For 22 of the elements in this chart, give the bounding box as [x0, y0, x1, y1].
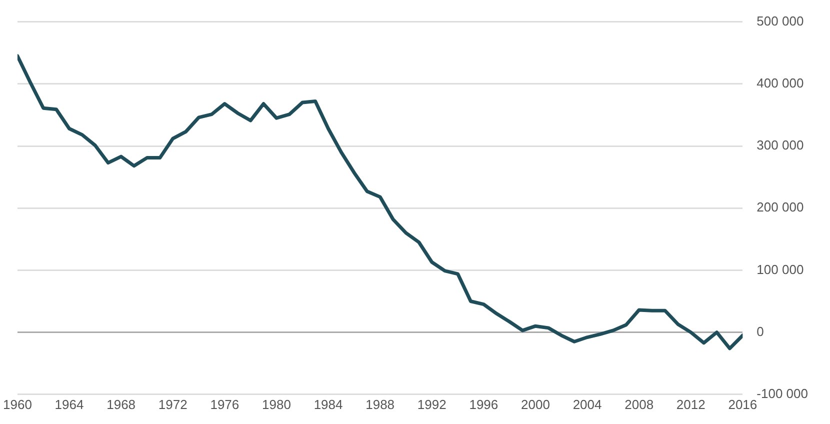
x-tick-label: 1968 — [106, 396, 136, 412]
y-tick-label: -100 000 — [756, 386, 808, 401]
x-tick-label: 2016 — [728, 396, 758, 412]
x-tick-label: 1972 — [158, 396, 188, 412]
x-tick-label: 1988 — [366, 396, 395, 412]
x-tick-label: 2012 — [676, 396, 706, 412]
x-tick-label: 2004 — [572, 396, 602, 412]
x-tick-label: 2000 — [521, 396, 550, 412]
x-tick-label: 1992 — [417, 396, 446, 412]
y-tick-label: 200 000 — [756, 200, 804, 215]
y-tick-label: 500 000 — [756, 13, 804, 28]
x-tick-label: 1964 — [54, 396, 84, 412]
x-tick-label: 2008 — [624, 396, 654, 412]
y-tick-label: 300 000 — [756, 138, 804, 153]
x-tick-label: 1984 — [314, 396, 343, 412]
x-tick-label: 1996 — [469, 396, 498, 412]
y-tick-label: 0 — [756, 324, 764, 339]
x-tick-label: 1980 — [262, 396, 291, 412]
x-tick-label: 1960 — [3, 396, 32, 412]
y-tick-label: 400 000 — [756, 75, 804, 90]
x-tick-label: 1976 — [210, 396, 240, 412]
y-tick-label: 100 000 — [756, 262, 804, 277]
